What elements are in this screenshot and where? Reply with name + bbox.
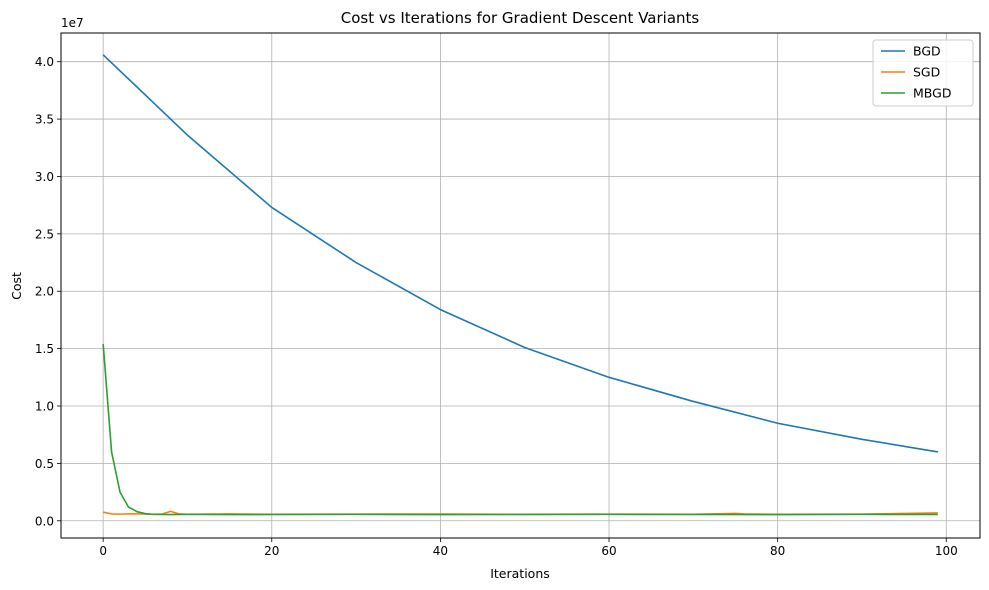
plot-lines <box>102 54 938 516</box>
y-tick-label: 2.5 <box>35 227 54 241</box>
y-tick-label: 3.0 <box>35 170 54 184</box>
legend-label-sgd: SGD <box>913 65 940 80</box>
y-axis-label: Cost <box>9 272 24 300</box>
chart-title: Cost vs Iterations for Gradient Descent … <box>341 9 700 27</box>
x-tick-label: 20 <box>264 544 279 558</box>
plot-area-frame <box>60 32 981 539</box>
x-axis: 0 20 40 60 80 100 <box>99 538 958 558</box>
y-tick-label: 3.5 <box>35 113 54 127</box>
y-tick-label: 0.0 <box>35 514 54 528</box>
legend-box <box>872 39 974 107</box>
y-tick-label: 2.0 <box>35 285 54 299</box>
y-tick-label: 0.5 <box>35 457 54 471</box>
x-tick-label: 40 <box>433 544 448 558</box>
y-axis-offset-label: 1e7 <box>61 16 84 30</box>
legend-label-mbgd: MBGD <box>913 86 951 101</box>
x-tick-label: 0 <box>99 544 107 558</box>
grid <box>61 33 980 538</box>
y-tick-label: 4.0 <box>35 55 54 69</box>
x-axis-label: Iterations <box>490 566 550 581</box>
y-tick-label: 1.5 <box>35 342 54 356</box>
legend: BGD SGD MBGD <box>872 39 974 107</box>
legend-label-bgd: BGD <box>913 44 941 59</box>
y-tick-label: 1.0 <box>35 400 54 414</box>
y-axis: 0.0 0.5 1.0 1.5 2.0 2.5 3.0 3.5 4.0 <box>35 55 61 528</box>
x-tick-label: 100 <box>935 544 958 558</box>
x-tick-label: 80 <box>770 544 785 558</box>
series-line-mbgd <box>102 343 938 516</box>
series-line-bgd <box>102 54 938 453</box>
x-tick-label: 60 <box>601 544 616 558</box>
